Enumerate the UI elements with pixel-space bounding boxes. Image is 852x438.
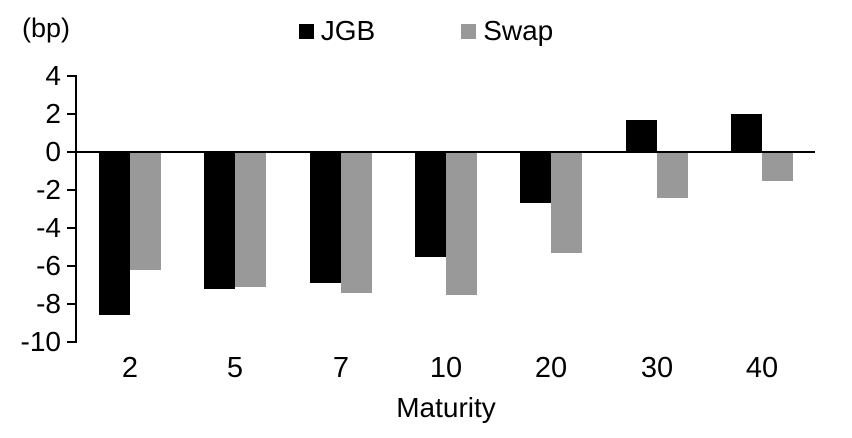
bar-swap-30	[657, 152, 688, 198]
y-axis-tick-label: 4	[45, 60, 61, 91]
x-axis-label-10: 10	[429, 352, 463, 384]
y-axis-tick-label: -10	[20, 326, 61, 357]
legend-item-jgb: JGB	[298, 15, 376, 46]
y-axis-tick-label: -4	[36, 212, 61, 243]
y-axis-unit-label: (bp)	[22, 13, 71, 43]
y-axis-tick-label: -6	[36, 250, 61, 281]
y-axis-tick-label: -2	[36, 174, 61, 205]
legend-label-swap: Swap	[483, 15, 554, 46]
y-axis-tick	[67, 151, 75, 153]
legend-label-jgb: JGB	[320, 15, 376, 46]
x-axis-label-7: 7	[332, 352, 350, 384]
y-axis-tick-label: 2	[45, 98, 61, 129]
x-axis-label-30: 30	[640, 352, 674, 384]
legend-item-swap: Swap	[461, 16, 553, 46]
bar-jgb-30	[626, 119, 657, 152]
x-axis-label-20: 20	[534, 352, 568, 384]
y-axis-tick	[67, 75, 75, 77]
bar-jgb-5	[204, 152, 235, 289]
x-axis-label-2: 2	[121, 352, 139, 384]
zero-line	[77, 151, 815, 153]
bar-jgb-10	[415, 152, 446, 257]
y-axis-tick	[67, 341, 75, 343]
y-axis-line	[75, 75, 77, 343]
y-axis-tick	[67, 113, 75, 115]
legend: JGB Swap	[0, 16, 852, 46]
legend-swatch-swap	[461, 23, 477, 39]
bar-swap-20	[551, 152, 582, 253]
y-axis-tick	[67, 189, 75, 191]
x-axis-title: Maturity	[396, 392, 496, 423]
y-axis-tick-label: 0	[45, 136, 61, 167]
y-axis-tick	[67, 227, 75, 229]
bar-swap-2	[130, 152, 161, 270]
x-axis-label-40: 40	[745, 352, 779, 384]
y-axis-tick-label: -8	[36, 288, 61, 319]
bar-jgb-7	[310, 152, 341, 284]
y-axis-tick	[67, 303, 75, 305]
y-axis-tick	[67, 265, 75, 267]
bar-swap-7	[341, 152, 372, 293]
bar-swap-40	[762, 152, 793, 181]
bar-jgb-40	[731, 114, 762, 152]
bar-jgb-20	[520, 152, 551, 204]
bar-jgb-2	[99, 152, 130, 316]
bar-swap-10	[446, 152, 477, 295]
bar-swap-5	[235, 152, 266, 287]
x-axis-label-5: 5	[226, 352, 244, 384]
legend-swatch-jgb	[298, 23, 314, 39]
